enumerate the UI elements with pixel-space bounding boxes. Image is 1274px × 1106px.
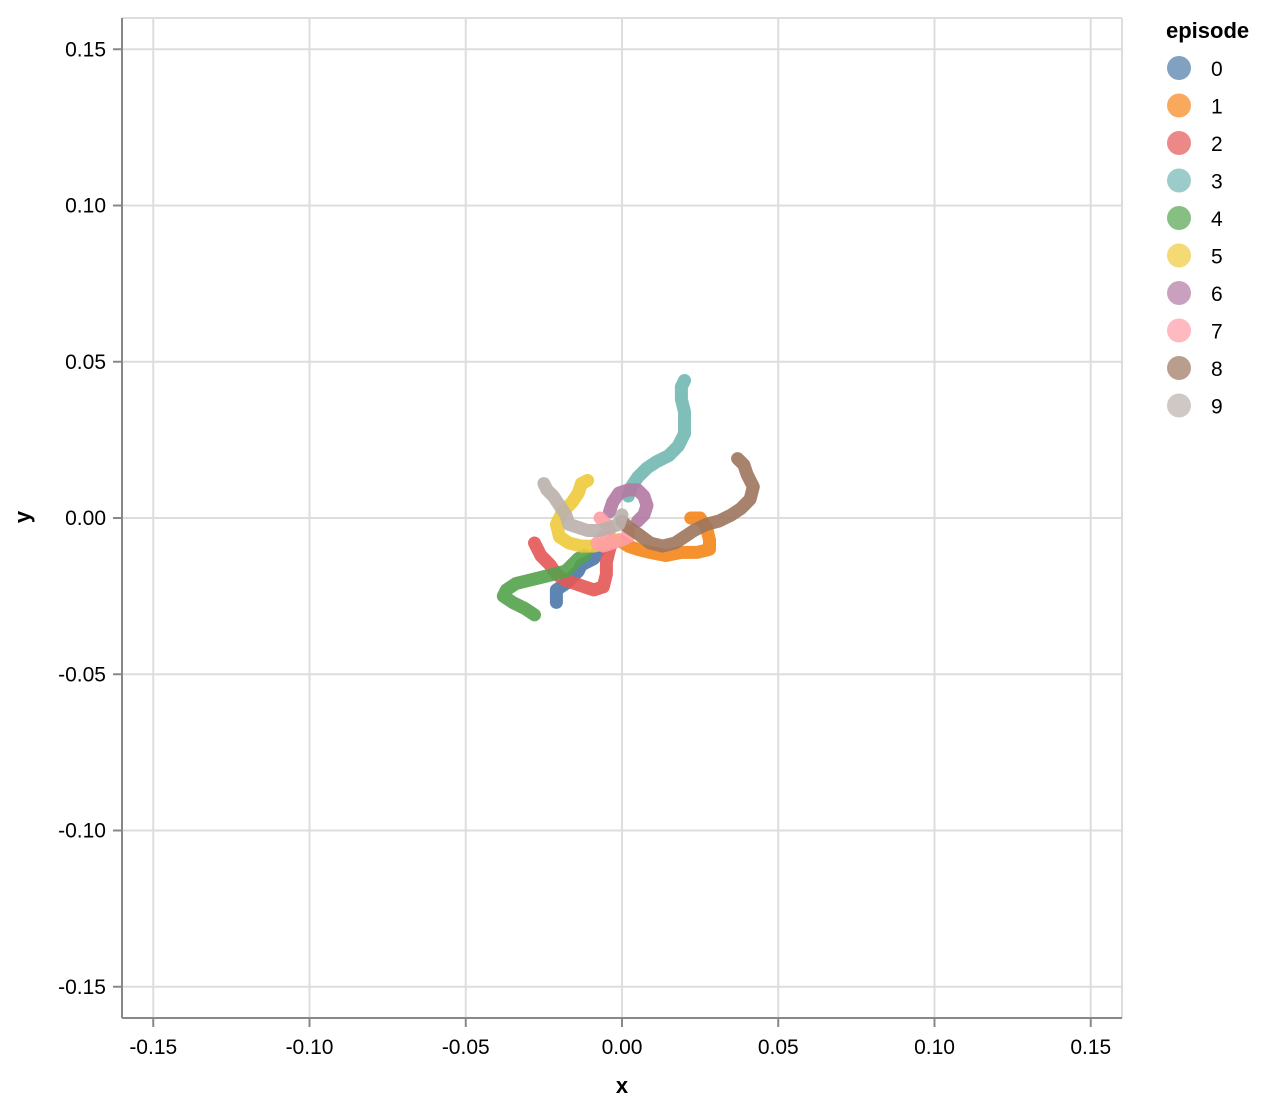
x-axis-title: x: [616, 1073, 629, 1098]
legend-label: 6: [1211, 283, 1223, 306]
legend-swatch: [1167, 318, 1191, 343]
series-line-episode-4: [496, 549, 591, 622]
legend-title: episode: [1166, 18, 1249, 43]
gridlines: [122, 17, 1123, 1018]
y-tick-label: -0.05: [58, 663, 106, 686]
legend-swatch: [1167, 168, 1191, 193]
x-axis-ticks: -0.15 -0.10 -0.05 0.00 0.05 0.10 0.15: [129, 1018, 1111, 1059]
y-axis-ticks: 0.15 0.10 0.05 0.00 -0.05 -0.10 -0.15: [58, 38, 122, 999]
x-tick-label: 0.00: [602, 1036, 643, 1059]
y-tick-label: 0.00: [65, 507, 106, 530]
series-line-episode-9: [537, 477, 629, 537]
series-line-episode-0: [549, 539, 610, 609]
legend-swatch: [1167, 356, 1191, 380]
series-line-episode-3: [621, 374, 691, 503]
y-tick-label: -0.15: [58, 976, 106, 999]
legend-label: 3: [1211, 171, 1223, 194]
legend-items: 0 1 2 3 4 5 6 7 8 9: [1167, 56, 1223, 419]
y-tick-label: 0.10: [65, 195, 106, 218]
y-tick-label: 0.05: [65, 351, 106, 374]
legend-swatch: [1167, 281, 1191, 305]
legend-label: 0: [1211, 58, 1223, 81]
legend-swatch: [1167, 243, 1191, 268]
legend-label: 4: [1211, 208, 1223, 231]
x-tick-label: -0.05: [442, 1036, 490, 1059]
legend-label: 1: [1211, 96, 1223, 119]
legend-swatch: [1167, 393, 1191, 418]
x-tick-label: 0.10: [914, 1036, 955, 1059]
legend: episode 0 1 2 3 4 5 6 7 8 9: [1166, 18, 1249, 419]
x-tick-label: 0.05: [758, 1036, 799, 1059]
legend-label: 7: [1211, 321, 1223, 344]
legend-swatch: [1167, 56, 1191, 80]
series-line-episode-8: [615, 452, 760, 553]
legend-swatch: [1167, 131, 1191, 155]
legend-swatch: [1167, 93, 1191, 118]
series-line-episode-2: [528, 533, 620, 597]
x-tick-label: 0.15: [1070, 1036, 1111, 1059]
legend-label: 2: [1211, 133, 1223, 156]
y-axis-title: y: [10, 510, 35, 523]
legend-label: 9: [1211, 396, 1223, 419]
legend-swatch: [1167, 206, 1191, 230]
x-tick-label: -0.10: [286, 1036, 334, 1059]
series-lines: [496, 374, 760, 622]
y-tick-label: -0.10: [58, 820, 106, 843]
x-tick-label: -0.15: [129, 1036, 177, 1059]
y-tick-label: 0.15: [65, 38, 106, 61]
legend-label: 8: [1211, 358, 1223, 381]
series-line-episode-6: [603, 483, 654, 528]
legend-label: 5: [1211, 246, 1223, 269]
